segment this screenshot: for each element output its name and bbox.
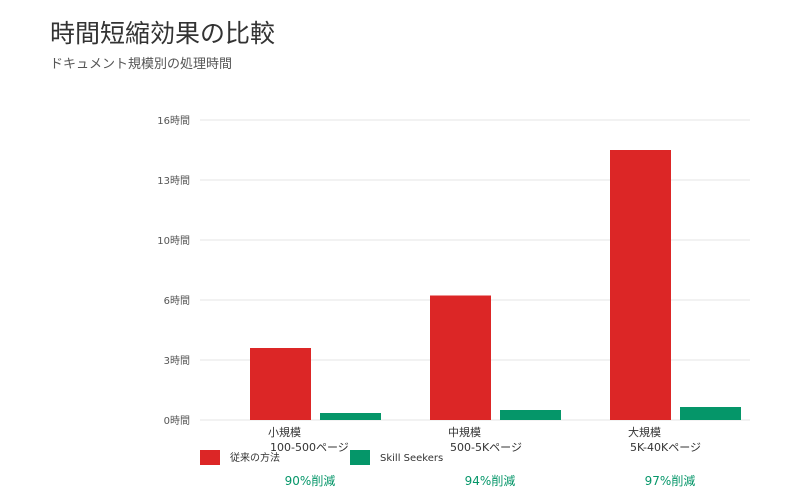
- legend-label: 従来の方法: [230, 451, 280, 464]
- reduction-labels: 90%削減 94%削減 97%削減: [285, 473, 696, 488]
- legend-swatch: [200, 450, 220, 465]
- bar-skill-seekers: [500, 410, 561, 420]
- legend-label: Skill Seekers: [380, 453, 443, 464]
- y-tick-label: 0時間: [164, 415, 190, 427]
- category-label: 大規模: [628, 425, 661, 439]
- reduction-label: 90%削減: [285, 473, 336, 488]
- y-tick-label: 10時間: [157, 235, 190, 247]
- reduction-label: 97%削減: [645, 473, 696, 488]
- legend-swatch: [350, 450, 370, 465]
- bar-skill-seekers: [680, 407, 741, 420]
- category-sublabel: 500-5Kページ: [450, 441, 522, 454]
- category-label: 中規模: [448, 425, 481, 439]
- category-sublabel: 5K-40Kページ: [630, 441, 701, 454]
- y-tick-label: 13時間: [157, 175, 190, 187]
- y-tick-label: 3時間: [164, 355, 190, 367]
- bars: [250, 150, 741, 420]
- category-label: 小規模: [268, 425, 301, 439]
- bar-traditional: [250, 348, 311, 420]
- y-tick-label: 16時間: [157, 115, 190, 127]
- chart-subtitle: ドキュメント規模別の処理時間: [50, 57, 233, 72]
- bar-traditional: [430, 295, 491, 420]
- bar-traditional: [610, 150, 671, 420]
- reduction-label: 94%削減: [465, 473, 516, 488]
- category-sublabel: 100-500ページ: [270, 441, 349, 454]
- chart-title: 時間短縮効果の比較: [50, 19, 276, 48]
- x-axis-categories: 小規模 100-500ページ 中規模 500-5Kページ 大規模 5K-40Kページ: [268, 425, 701, 454]
- legend: 従来の方法 Skill Seekers: [200, 450, 443, 465]
- bar-skill-seekers: [320, 413, 381, 420]
- y-tick-label: 6時間: [164, 295, 190, 307]
- y-axis-ticks: 0時間 3時間 6時間 10時間 13時間 16時間: [157, 115, 190, 427]
